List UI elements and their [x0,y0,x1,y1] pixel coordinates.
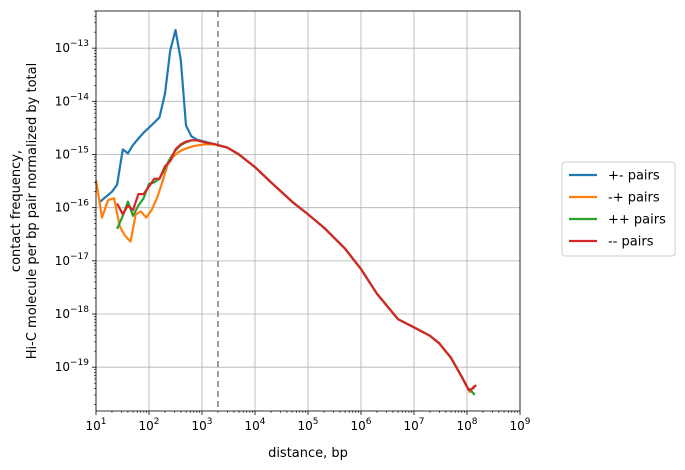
series-line [116,139,471,392]
axis-ticks: 101 102 103 104 105 106 107 108 109 10−19 10−18 10−… [55,10,531,433]
series--pairs [116,139,476,396]
x-tick-label: 107 [403,417,424,433]
legend-box [561,161,676,257]
x-tick-label: 108 [456,417,477,433]
y-axis-label-line-1: contact frequency, [9,150,24,272]
y-tick-label: 10−19 [55,358,90,374]
legend: +- pairs -+ pairs ++ pairs -- pairs [561,161,676,257]
y-tick-label: 10−15 [55,146,89,162]
y-tick-label: 10−17 [55,252,89,268]
series-line-end [468,384,477,392]
x-tick-label: 105 [297,417,318,433]
y-tick-label: 10−18 [55,305,90,321]
x-tick-label: 109 [509,417,530,433]
plot-area [94,28,477,396]
y-axis-label-line-2: Hi-C molecule per bp pair normalized by … [25,63,40,360]
series--pairs [116,139,477,392]
legend-label: ++ pairs [608,213,666,228]
y-axis-label: contact frequency, Hi-C molecule per bp … [9,63,40,360]
legend-label: -- pairs [608,235,654,250]
legend-label: -+ pairs [608,191,660,206]
series--pairs [99,28,476,392]
y-tick-label: 10−14 [55,92,90,108]
y-tick-label: 10−16 [55,199,90,215]
grid [95,11,521,411]
x-tick-label: 102 [138,417,159,433]
legend-label: +- pairs [608,169,660,184]
x-tick-label: 106 [350,417,371,433]
x-tick-label: 103 [191,417,212,433]
series-line [116,139,471,392]
x-tick-label: 101 [85,417,106,433]
x-axis-label: distance, bp [268,446,348,461]
y-tick-label: 10−13 [55,39,89,55]
x-tick-label: 104 [244,417,265,433]
